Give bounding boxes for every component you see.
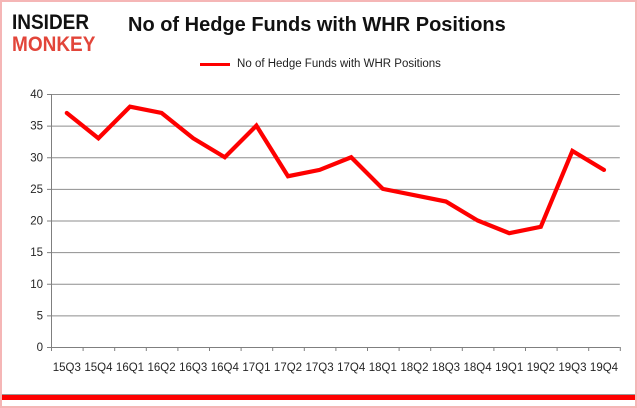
svg-text:19Q1: 19Q1 — [495, 362, 523, 374]
insider-monkey-logo: INSIDER MONKEY — [12, 10, 96, 57]
svg-text:20: 20 — [30, 216, 43, 228]
svg-text:15Q3: 15Q3 — [53, 362, 81, 374]
svg-text:18Q3: 18Q3 — [432, 362, 460, 374]
svg-text:17Q1: 17Q1 — [242, 362, 270, 374]
legend-line-swatch — [200, 62, 231, 66]
bottom-red-bar — [2, 395, 635, 400]
svg-text:16Q2: 16Q2 — [148, 362, 176, 374]
svg-text:40: 40 — [30, 89, 43, 101]
svg-text:18Q2: 18Q2 — [400, 362, 428, 374]
y-gridlines — [51, 94, 620, 348]
svg-text:17Q4: 17Q4 — [337, 362, 366, 374]
svg-text:19Q4: 19Q4 — [590, 362, 619, 374]
svg-text:17Q3: 17Q3 — [306, 362, 334, 374]
svg-text:35: 35 — [30, 121, 43, 133]
svg-text:10: 10 — [30, 279, 43, 291]
svg-text:25: 25 — [30, 184, 43, 196]
svg-text:5: 5 — [37, 310, 43, 322]
chart-title: No of Hedge Funds with WHR Positions — [128, 14, 506, 36]
svg-text:16Q4: 16Q4 — [211, 362, 240, 374]
legend: No of Hedge Funds with WHR Positions — [2, 58, 635, 70]
svg-text:16Q3: 16Q3 — [179, 362, 207, 374]
svg-text:0: 0 — [37, 342, 43, 354]
svg-text:19Q3: 19Q3 — [558, 362, 586, 374]
svg-text:19Q2: 19Q2 — [527, 362, 555, 374]
axes-and-ticks — [47, 94, 621, 351]
svg-text:16Q1: 16Q1 — [116, 362, 144, 374]
svg-text:18Q1: 18Q1 — [369, 362, 397, 374]
legend-label: No of Hedge Funds with WHR Positions — [237, 58, 441, 70]
svg-text:17Q2: 17Q2 — [274, 362, 302, 374]
data-series-line — [64, 104, 607, 236]
logo-monkey-text: MONKEY — [12, 32, 96, 57]
svg-text:18Q4: 18Q4 — [464, 362, 493, 374]
svg-text:15Q4: 15Q4 — [84, 362, 113, 374]
x-tick-labels: 15Q3 15Q4 16Q1 16Q2 16Q3 16Q4 17Q1 17Q2 17Q3 17Q4… — [53, 362, 619, 374]
y-tick-labels: 0 5 10 15 20 25 30 35 40 — [30, 89, 43, 354]
svg-text:15: 15 — [30, 247, 43, 259]
logo-insider-text: INSIDER — [12, 10, 90, 35]
svg-text:30: 30 — [30, 152, 43, 164]
